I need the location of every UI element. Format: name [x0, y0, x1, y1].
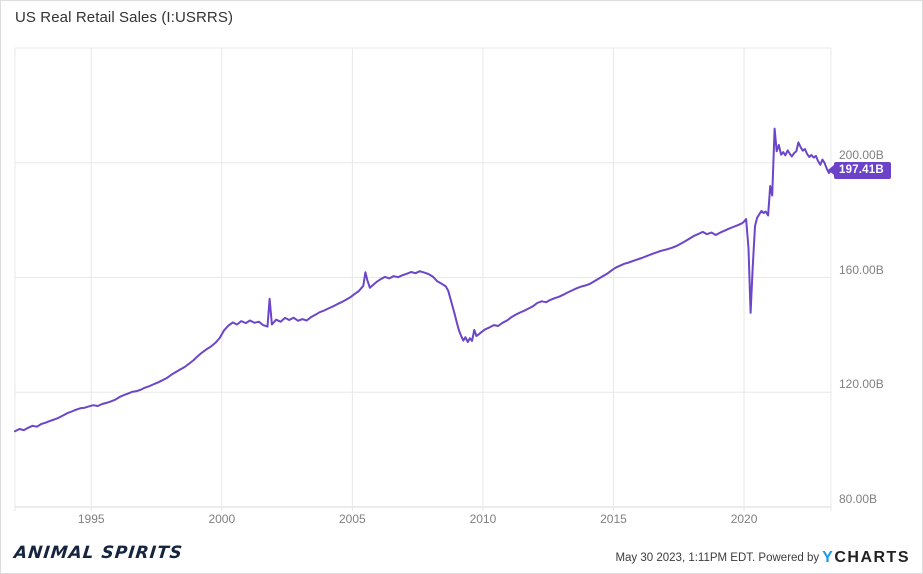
y-axis-label: 200.00B — [839, 147, 884, 162]
timestamp: May 30 2023, 1:11PM EDT. Powered by — [615, 552, 820, 564]
y-axis-label: 80.00B — [839, 492, 878, 506]
series-line — [14, 127, 832, 433]
ycharts-y-icon: Y — [822, 549, 835, 566]
chart-title: US Real Retail Sales (I:USRRS) — [15, 9, 234, 26]
y-axis-label: 160.00B — [839, 262, 884, 277]
ycharts-wordmark: CHARTS — [834, 549, 910, 566]
ycharts-logo: YCHARTS — [822, 549, 910, 567]
x-axis-label: 2015 — [600, 512, 627, 526]
x-axis-label: 1995 — [77, 512, 105, 526]
animal-spirits-logo: ANIMAL SPIRITS — [12, 543, 184, 563]
x-axis-label: 2010 — [469, 512, 497, 526]
attribution: May 30 2023, 1:11PM EDT. Powered by YCHA… — [615, 547, 910, 569]
last-value-badge: 197.41B — [828, 161, 891, 179]
x-axis-label: 2020 — [730, 512, 758, 526]
x-axis-label: 2000 — [208, 512, 236, 526]
x-axis-label: 2005 — [339, 512, 366, 526]
y-axis-label: 120.00B — [839, 377, 884, 392]
